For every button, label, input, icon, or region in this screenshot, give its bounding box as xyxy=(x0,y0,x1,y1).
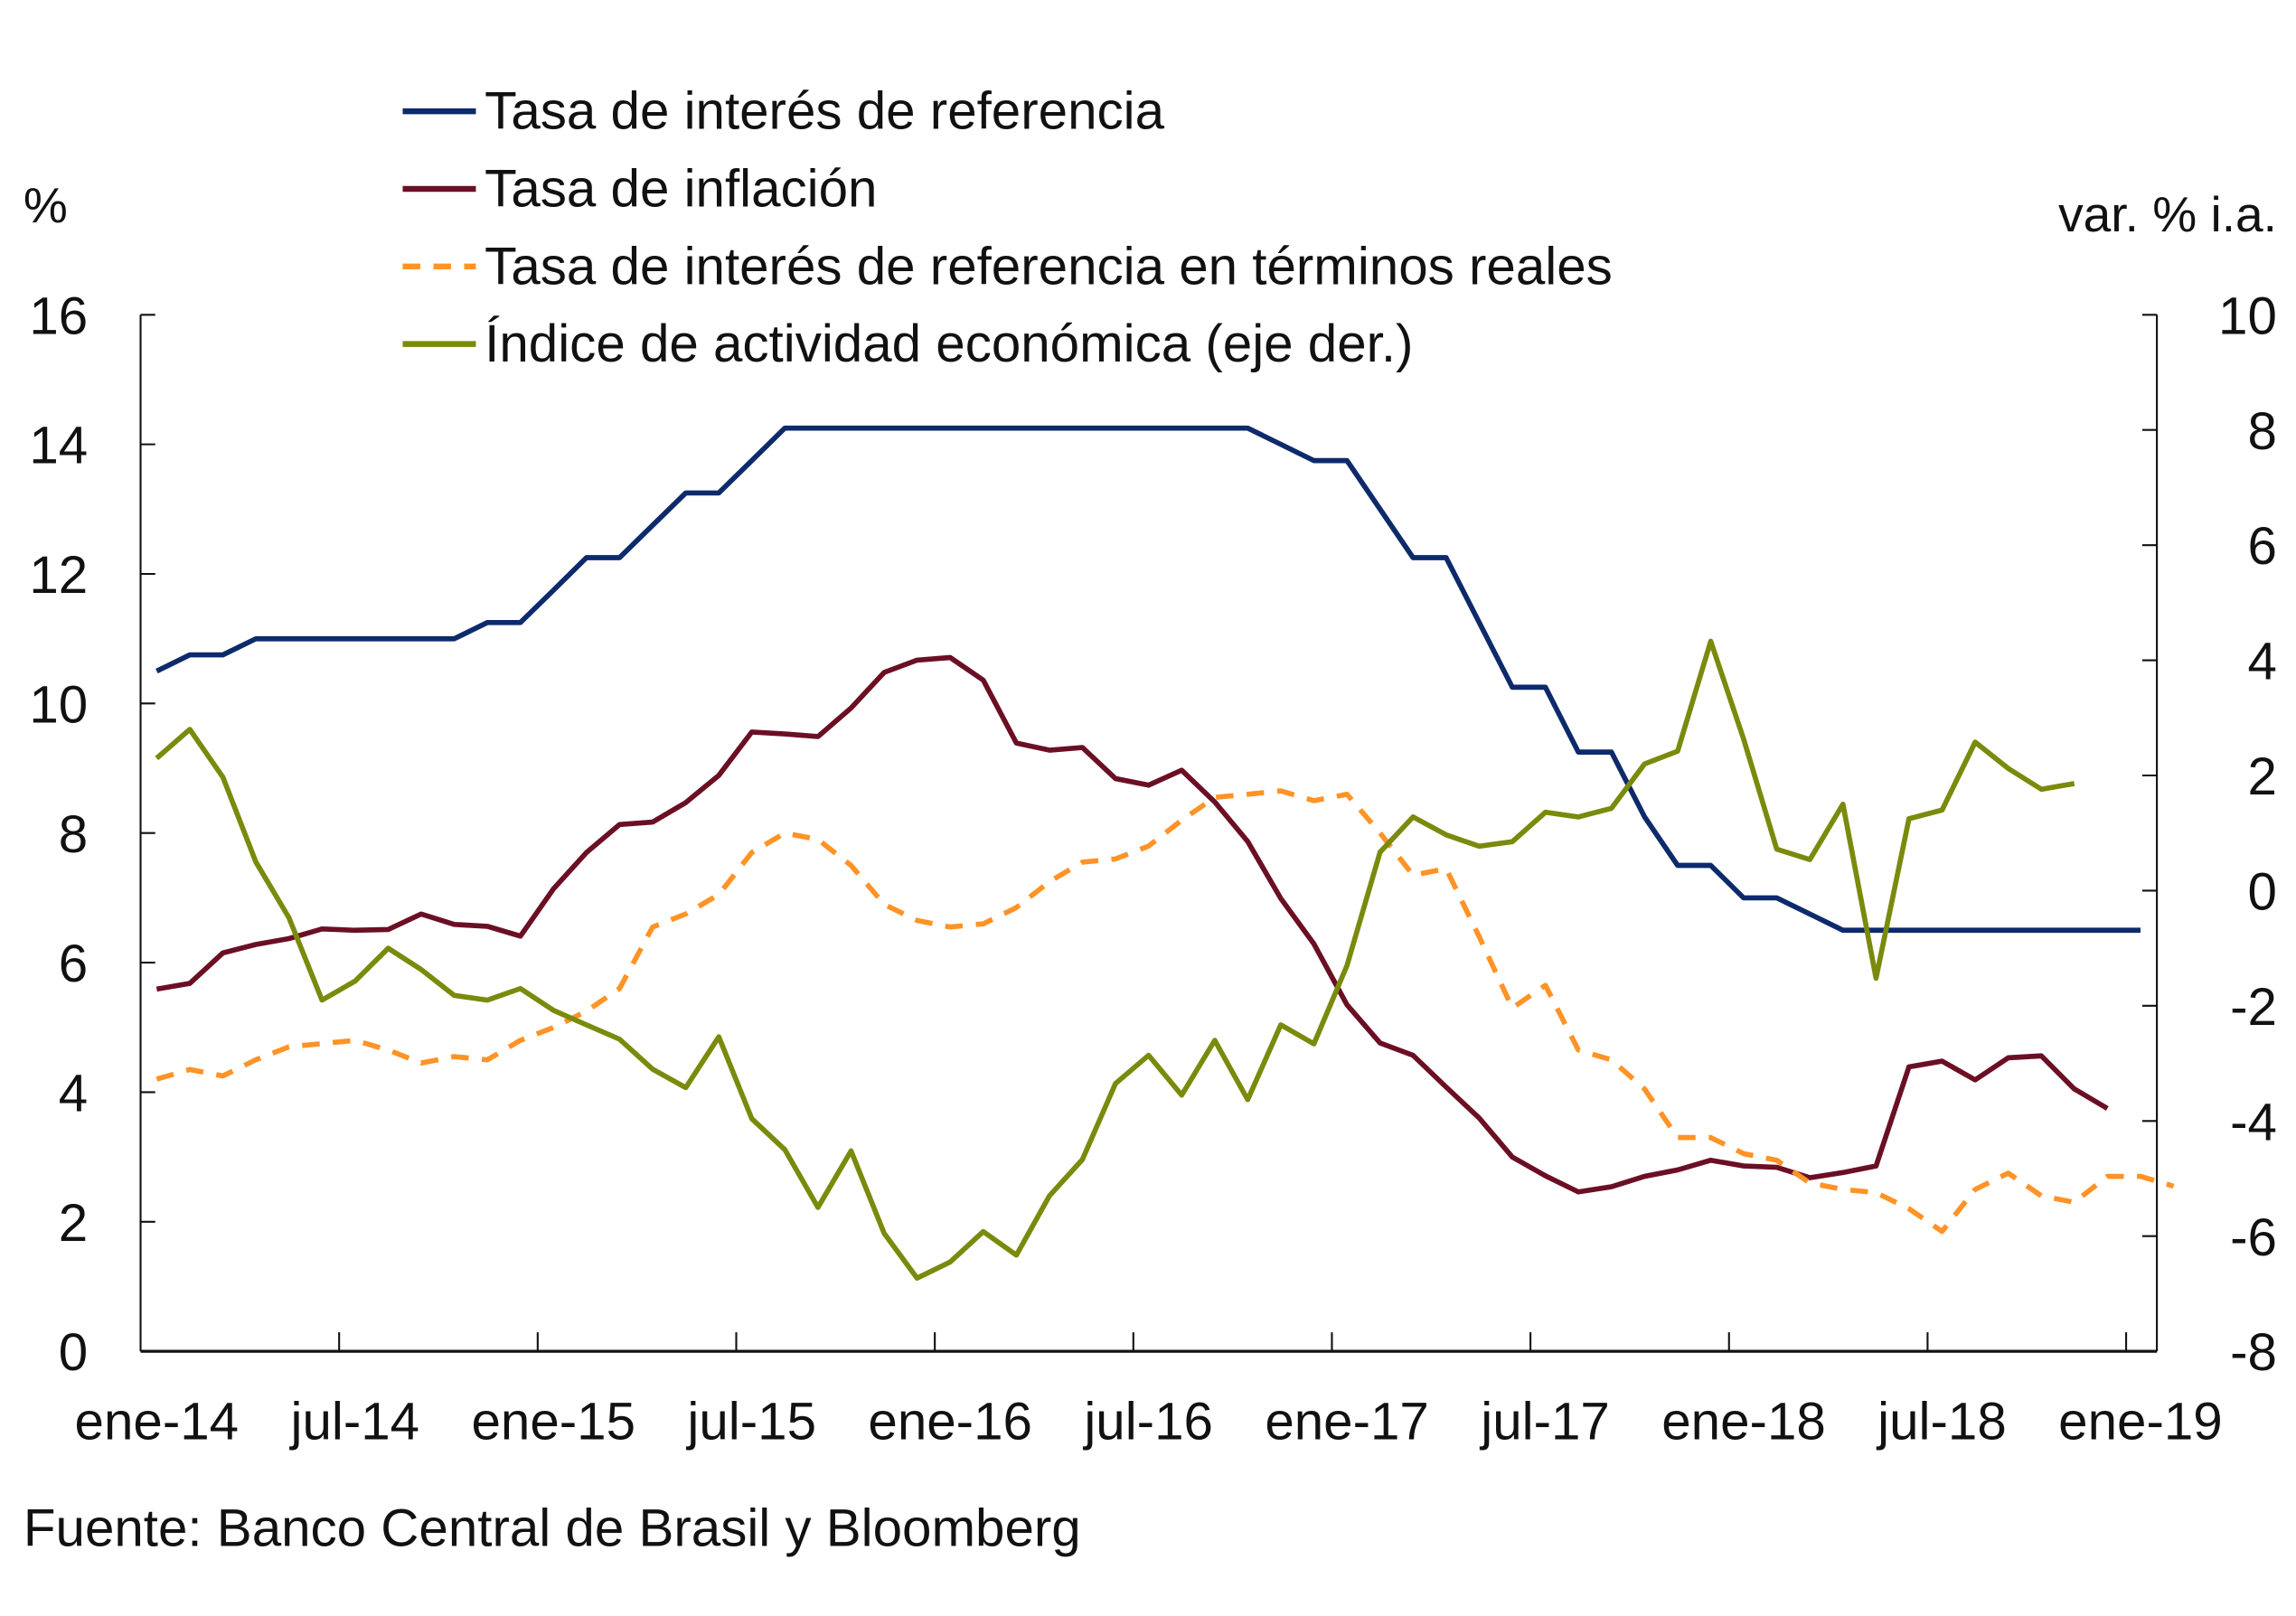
left-tick-label: 10 xyxy=(29,675,88,734)
x-tick-label: ene-19 xyxy=(2058,1392,2223,1451)
left-tick-label: 2 xyxy=(59,1194,88,1253)
left-tick-label: 4 xyxy=(59,1064,88,1123)
right-tick-label: 10 xyxy=(2218,287,2277,345)
left-tick-label: 14 xyxy=(29,417,88,475)
x-tick-label: jul-14 xyxy=(289,1392,420,1451)
legend-label: Tasa de interés de referencia en término… xyxy=(485,237,1613,296)
legend-label: Tasa de interés de referencia xyxy=(485,82,1164,141)
right-tick-label: -2 xyxy=(2230,978,2277,1037)
left-tick-label: 16 xyxy=(29,287,88,345)
x-tick-label: jul-18 xyxy=(1876,1392,2007,1451)
legend: Tasa de interés de referencia Tasa de inf… xyxy=(402,82,1613,373)
legend-label: Tasa de inflación xyxy=(485,159,877,218)
series-line-4 xyxy=(155,638,2075,1281)
right-tick-label: -4 xyxy=(2230,1093,2277,1151)
left-tick-label: 12 xyxy=(29,546,88,605)
x-tick-label: jul-17 xyxy=(1479,1392,1610,1451)
legend-label: Índice de actividad económica (eje der.) xyxy=(485,315,1413,373)
axes xyxy=(139,315,2159,1353)
source-note: Fuente: Banco Central de Brasil y Bloomb… xyxy=(24,1499,1081,1558)
right-tick-label: 8 xyxy=(2247,402,2276,461)
series-line-2 xyxy=(155,654,2109,1195)
left-tick-label: 6 xyxy=(59,935,88,993)
x-tick-label: jul-15 xyxy=(685,1392,816,1451)
right-tick-label: 0 xyxy=(2247,862,2276,921)
right-axis-label: var. % i.a. xyxy=(2058,186,2277,242)
x-tick-label: ene-16 xyxy=(868,1392,1032,1451)
right-tick-label: 6 xyxy=(2247,517,2276,576)
right-tick-label: 4 xyxy=(2247,633,2276,691)
left-axis-label: % xyxy=(24,177,68,233)
x-tick-label: jul-16 xyxy=(1082,1392,1213,1451)
x-tick-label: ene-17 xyxy=(1265,1392,1429,1451)
left-tick-label: 0 xyxy=(59,1323,88,1382)
left-tick-label: 8 xyxy=(59,805,88,864)
x-tick-label: ene-18 xyxy=(1661,1392,1826,1451)
x-tick-label: ene-15 xyxy=(471,1392,635,1451)
right-tick-label: -8 xyxy=(2230,1323,2277,1382)
x-tick-label: ene-14 xyxy=(75,1392,240,1451)
series-line-3 xyxy=(155,788,2175,1235)
series-line-1 xyxy=(155,425,2141,934)
right-tick-label: 2 xyxy=(2247,747,2276,806)
right-tick-label: -6 xyxy=(2230,1208,2277,1267)
